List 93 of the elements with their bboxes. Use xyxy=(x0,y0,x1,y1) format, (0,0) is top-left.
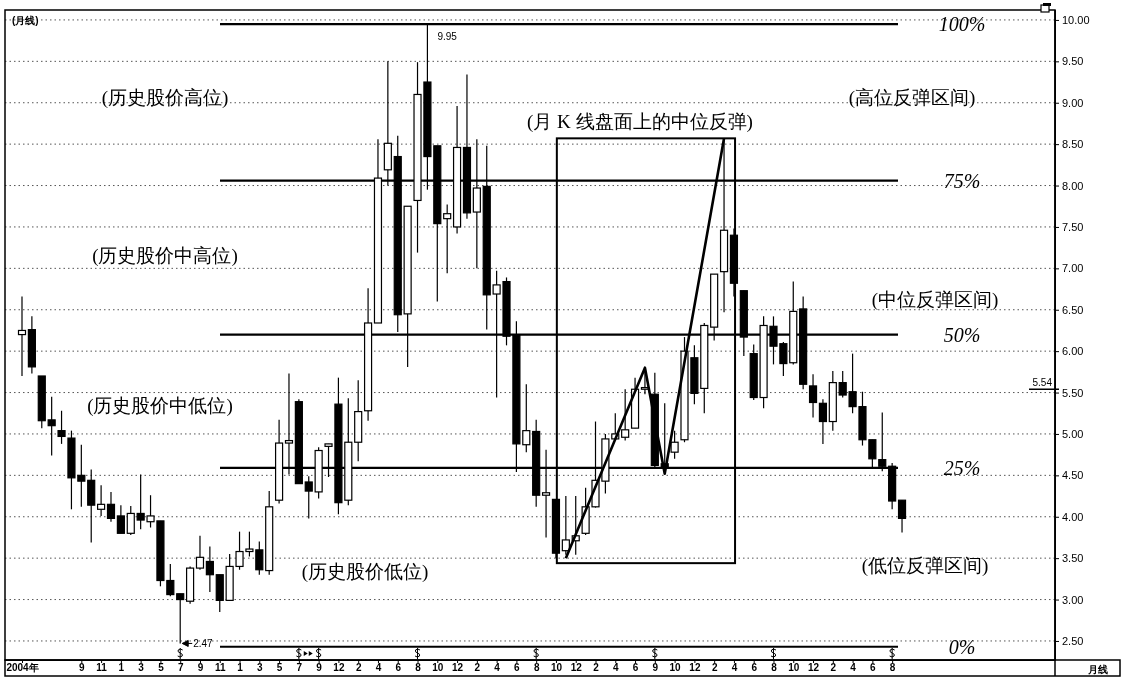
x-tick-label: 10 xyxy=(550,662,563,674)
x-tick-label: 10 xyxy=(432,662,444,674)
y-tick-label: 6.00 xyxy=(1062,345,1084,358)
annotation: 9.95 xyxy=(437,31,458,43)
annotation: 100% xyxy=(938,13,986,36)
x-tick-label: 2 xyxy=(593,662,600,674)
x-tick-label: 2004年 xyxy=(6,662,39,674)
candlestick xyxy=(47,396,56,457)
x-tick-label: 8 xyxy=(533,662,540,674)
x-tick-label: 11 xyxy=(96,662,108,674)
y-tick-label: 4.50 xyxy=(1062,469,1084,482)
annotation: (历史股价中低位) xyxy=(87,395,233,417)
x-tick-label: 9 xyxy=(652,662,659,674)
x-tick-label: 7 xyxy=(177,662,184,674)
candlestick xyxy=(670,430,679,460)
x-tick-label: 6 xyxy=(870,662,877,674)
x-tick-label: 6 xyxy=(514,662,521,674)
y-tick-label: 7.50 xyxy=(1062,220,1084,233)
x-tick-label: 4 xyxy=(494,662,501,674)
annotation: 50% xyxy=(943,323,981,346)
x-tick-label: 9 xyxy=(316,662,323,674)
x-tick-label: 9 xyxy=(197,662,204,674)
y-tick-label: 2.50 xyxy=(1062,634,1084,647)
candlestick xyxy=(176,593,185,645)
y-tick-label: 5.50 xyxy=(1062,386,1084,399)
x-tick-label: 9 xyxy=(79,662,86,674)
annotation: (低位反弹区间) xyxy=(861,555,989,577)
x-tick-label: 2 xyxy=(711,662,718,674)
x-tick-label: 10 xyxy=(788,662,800,674)
candlestick xyxy=(97,484,106,517)
y-tick-label: 6.50 xyxy=(1062,303,1084,316)
candlestick xyxy=(621,388,630,442)
x-tick-label: 2 xyxy=(355,662,362,674)
y-tick-label: 7.00 xyxy=(1062,262,1084,275)
y-tick-label: 5.00 xyxy=(1062,427,1084,440)
x-tick-label: 6 xyxy=(632,662,639,674)
y-tick-label: 10.00 xyxy=(1062,13,1090,26)
x-tick-label: 3 xyxy=(138,662,145,674)
annotation: 75% xyxy=(943,169,981,192)
annotation: 25% xyxy=(943,456,981,479)
candlestick xyxy=(57,410,66,445)
x-tick-label: 4 xyxy=(731,662,738,674)
x-tick-label: 12 xyxy=(689,662,701,674)
x-tick-label: 3 xyxy=(257,662,264,674)
ref-line-label: 5.54 xyxy=(1032,377,1053,389)
x-tick-label: 4 xyxy=(850,662,857,674)
annotation: (历史股价中高位) xyxy=(92,245,238,267)
x-tick-label: 12 xyxy=(570,662,583,674)
y-tick-label: 9.00 xyxy=(1062,96,1084,109)
x-tick-label: 2 xyxy=(830,662,837,674)
candlestick xyxy=(126,505,135,536)
text: (月线) xyxy=(12,15,39,26)
annotation: (历史股价高位) xyxy=(101,87,229,109)
annotation: (历史股价低位) xyxy=(301,561,429,583)
candlestick xyxy=(106,491,116,523)
x-tick-label: 12 xyxy=(333,662,345,674)
candlestick xyxy=(116,504,125,534)
annotation: 2.47 xyxy=(193,638,214,650)
candlestick xyxy=(17,295,27,377)
x-tick-label: 5 xyxy=(276,662,283,674)
candlestick xyxy=(443,203,452,274)
candlestick xyxy=(818,398,828,445)
x-tick-label: 10 xyxy=(669,662,682,674)
annotation: (月 K 线盘面上的中位反弹) xyxy=(527,111,753,133)
x-tick-label: 8 xyxy=(415,662,422,674)
x-tick-label: 8 xyxy=(771,662,778,674)
annotation: (高位反弹区间) xyxy=(848,87,976,109)
x-tick-label: 4 xyxy=(375,662,382,674)
x-tick-label: 12 xyxy=(452,662,464,674)
x-tick-label: 6 xyxy=(751,662,758,674)
y-tick-label: 3.00 xyxy=(1062,593,1084,606)
candlestick xyxy=(808,373,818,418)
text: 月线 xyxy=(1087,664,1108,675)
x-tick-label: 8 xyxy=(889,662,896,674)
annotation: 0% xyxy=(948,635,976,658)
y-tick-label: 8.00 xyxy=(1062,179,1084,192)
x-tick-label: 12 xyxy=(807,662,820,674)
y-tick-label: 3.50 xyxy=(1062,552,1084,565)
y-tick-label: 8.50 xyxy=(1062,138,1084,151)
x-tick-label: 1 xyxy=(118,662,125,674)
candlestick xyxy=(195,535,205,571)
y-tick-label: 4.00 xyxy=(1062,510,1084,523)
candlestick xyxy=(897,499,907,534)
x-tick-label: 1 xyxy=(237,662,244,674)
x-tick-label: 4 xyxy=(613,662,619,674)
annotation: (中位反弹区间) xyxy=(871,289,999,311)
x-tick-label: 7 xyxy=(296,662,303,674)
x-tick-label: 6 xyxy=(395,662,402,674)
x-tick-label: 11 xyxy=(214,662,226,674)
x-tick-label: 5 xyxy=(158,662,165,674)
candlestick xyxy=(205,545,214,593)
y-tick-label: 9.50 xyxy=(1062,55,1084,68)
x-tick-label: 2 xyxy=(474,662,481,674)
